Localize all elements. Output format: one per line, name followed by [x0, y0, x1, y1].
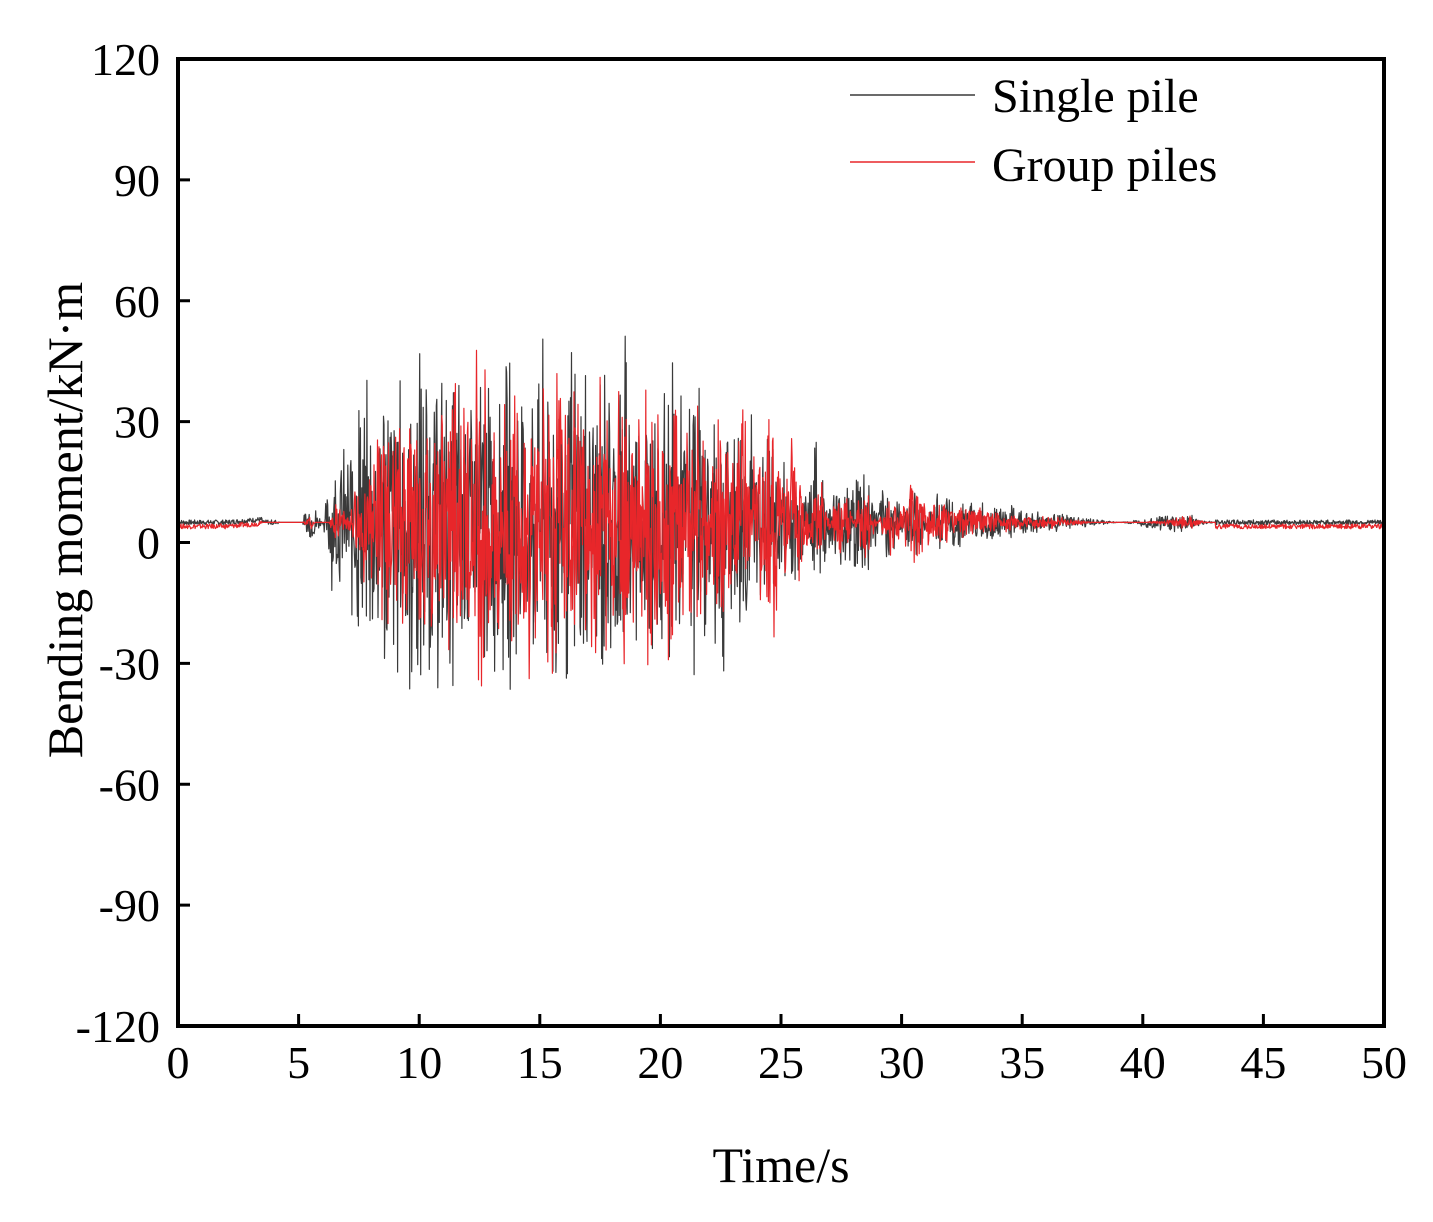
data-traces — [177, 335, 1385, 690]
x-tick-label: 20 — [637, 1037, 683, 1088]
x-tick-label: 10 — [396, 1037, 442, 1088]
y-tick-label: -120 — [76, 1001, 160, 1052]
x-tick-label: 30 — [879, 1037, 925, 1088]
legend-label-single-pile: Single pile — [992, 70, 1199, 123]
y-tick-label: -60 — [99, 759, 160, 810]
x-axis-ticks: 0 5 10 15 20 25 30 35 40 45 50 — [167, 1014, 1407, 1088]
x-tick-label: 35 — [999, 1037, 1045, 1088]
x-tick-label: 0 — [167, 1037, 190, 1088]
y-tick-label: 120 — [91, 34, 160, 85]
y-tick-label: 60 — [114, 276, 160, 327]
x-tick-label: 15 — [517, 1037, 563, 1088]
y-tick-label: 90 — [114, 155, 160, 206]
legend: Single pile Group piles — [850, 70, 1217, 192]
y-tick-label: -30 — [99, 638, 160, 689]
x-tick-label: 40 — [1120, 1037, 1166, 1088]
x-axis-title: Time/s — [712, 1137, 849, 1193]
x-tick-label: 45 — [1240, 1037, 1286, 1088]
y-tick-label: 30 — [114, 397, 160, 448]
series-line-group-piles — [177, 349, 1385, 687]
y-tick-label: 0 — [137, 518, 160, 569]
y-axis-title: Bending moment/kN·m — [37, 282, 93, 758]
y-axis-ticks: 120 90 60 30 0 -30 -60 -90 -120 — [76, 34, 190, 1052]
x-tick-label: 50 — [1361, 1037, 1407, 1088]
x-tick-label: 25 — [758, 1037, 804, 1088]
x-tick-label: 5 — [287, 1037, 310, 1088]
y-tick-label: -90 — [99, 880, 160, 931]
legend-label-group-piles: Group piles — [992, 139, 1217, 192]
